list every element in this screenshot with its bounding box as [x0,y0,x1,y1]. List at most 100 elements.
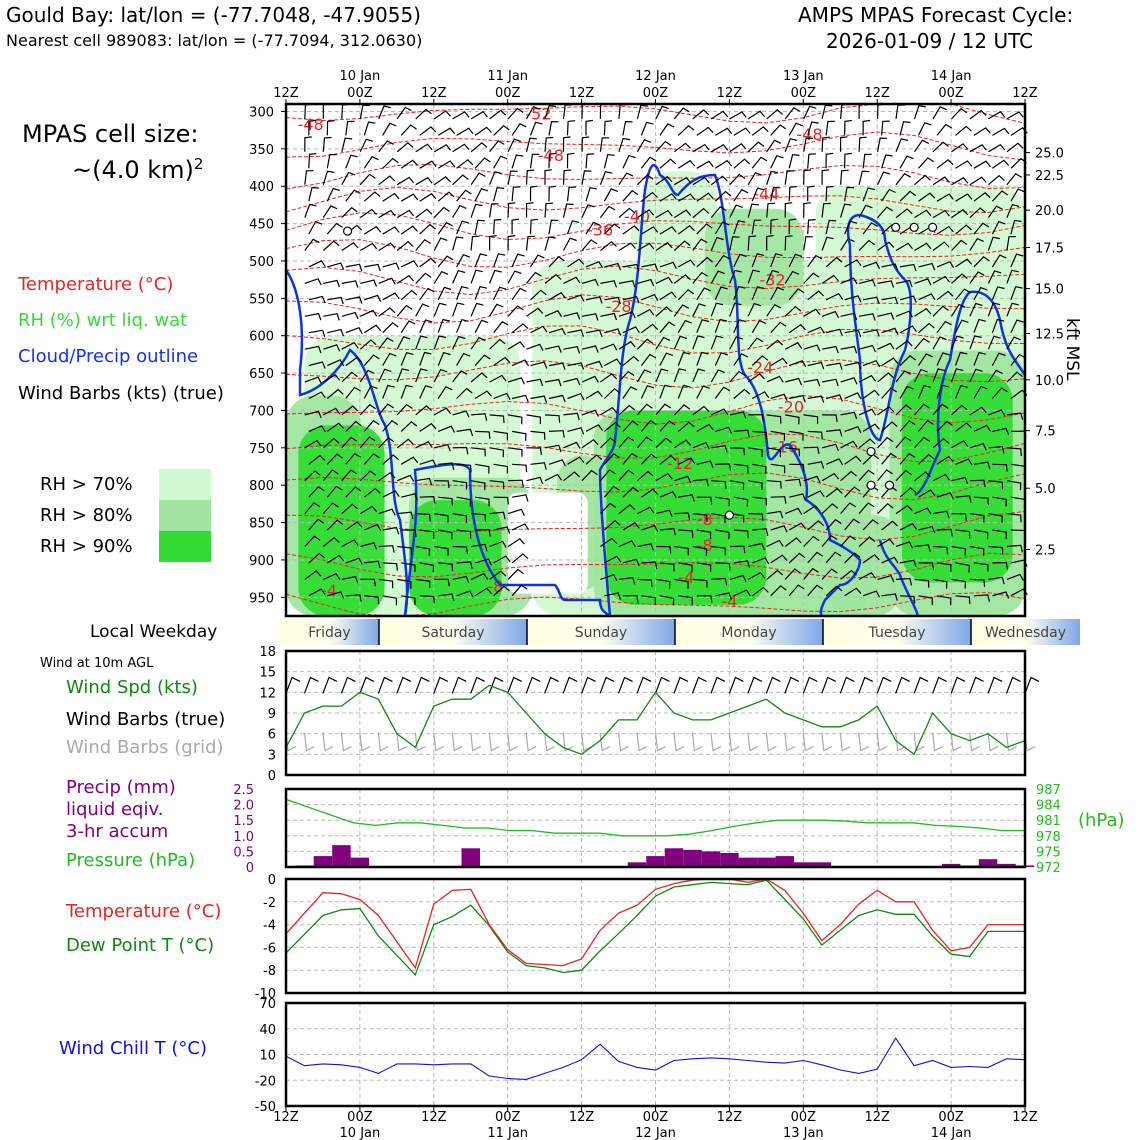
wind-barb [359,436,376,449]
wind-barb [507,508,525,517]
wind-barb [308,186,320,202]
wind-barb [987,236,1001,251]
weekday-segment [823,619,971,645]
wind-barb [729,204,743,218]
wind-barb [378,545,395,553]
wind-barb [304,170,314,185]
wind-barb [696,192,714,202]
wind-barb [1006,173,1023,186]
wind-barb [562,169,572,185]
wind-barb [1006,371,1023,383]
wind-barb [419,160,437,169]
wind-barb [784,305,802,317]
wind-barb [821,345,839,354]
wind-barb [474,558,493,566]
precip-legend-3: 3-hr accum [66,821,169,842]
wind-barb [766,139,782,153]
wind-barb [433,270,449,284]
bottom-time-label: 12Z [569,1110,595,1125]
wind-barb [714,318,728,333]
wind-barb [714,352,729,366]
pressure-tick-label: 978 [1036,830,1061,845]
wind-barb [600,241,617,251]
calm-wind-circle [866,480,876,490]
wind-barb [419,422,437,432]
wind-barb [437,425,456,433]
wind-speed-tick-label: 12 [259,686,276,701]
wind-barb [548,292,566,301]
temperature-contour-label: -8 [697,510,713,529]
wind-barb [844,392,862,400]
wind-barb [821,568,838,580]
wind-barb [673,107,690,120]
wind-barb [877,312,895,320]
wind-barb [604,328,622,336]
wind-barb [895,436,912,449]
wind-barb [807,290,825,301]
wind-barb [308,361,326,369]
wind-barb [733,127,751,136]
pressure-legend: Pressure (hPa) [66,850,196,871]
wind-barb [637,209,655,219]
precip-bar [794,862,813,867]
wind-barb [434,578,450,587]
wind-barb [973,461,991,469]
top-time-label: 00Z [938,86,964,101]
wind-barb [526,414,542,425]
wind-barb [992,427,1010,436]
wind-barb [566,120,576,136]
wind-barb [969,144,987,153]
wind-barb [378,337,394,350]
wind-barb [954,384,968,399]
wind-barb [544,236,556,251]
wind-barb [770,554,788,564]
wind-barb-grid-10m [470,732,482,752]
wind-barb [529,121,543,136]
wind-barb [415,239,432,251]
wind-barb [674,578,689,589]
wind-barb [1010,286,1023,301]
wind-barb [825,518,842,531]
wind-barb [784,170,795,185]
wind-barbs-grid-legend: Wind Barbs (grid) [66,737,224,758]
wind-barb [618,504,636,515]
wind-barb [659,261,677,269]
wind-barb [637,308,655,317]
wind-barb [766,375,784,383]
wind-barb [511,253,525,268]
wind-barb [474,126,492,136]
wind-barb [604,519,621,531]
temperature-contour-label: -8 [487,577,503,596]
wind-barb [437,191,455,202]
wind-barb [788,584,805,597]
top-time-label: 12Z [717,86,743,101]
wind-barb [881,593,898,601]
wind-barb [803,236,813,251]
wind-barb [396,368,410,383]
wind-barb [678,529,694,538]
wind-barb [1006,111,1024,120]
wind-barb [991,220,1006,235]
wind-barb [766,109,783,120]
wind-barb [489,140,505,153]
wind-barb-grid-10m [691,732,703,752]
wind-barb [881,296,899,305]
wind-barb [807,185,815,202]
wind-barb [747,337,764,350]
wind-barb [360,578,376,587]
wind-barb [936,562,952,572]
wind-barb [323,344,341,352]
wind-barb [304,376,322,384]
temp-tick-label: -2 [263,896,276,911]
wind-barb [673,368,687,383]
wind-barb [400,124,417,136]
wind-barb [678,595,693,605]
wind-barb [382,420,399,432]
cycle-title: AMPS MPAS Forecast Cycle: [798,3,1074,27]
wind-barb [433,407,452,416]
wind-barb [419,529,435,539]
wind-barb [751,286,765,301]
wind-barb [415,176,433,186]
wind-barb [364,595,380,605]
wind-barb [988,480,1004,490]
